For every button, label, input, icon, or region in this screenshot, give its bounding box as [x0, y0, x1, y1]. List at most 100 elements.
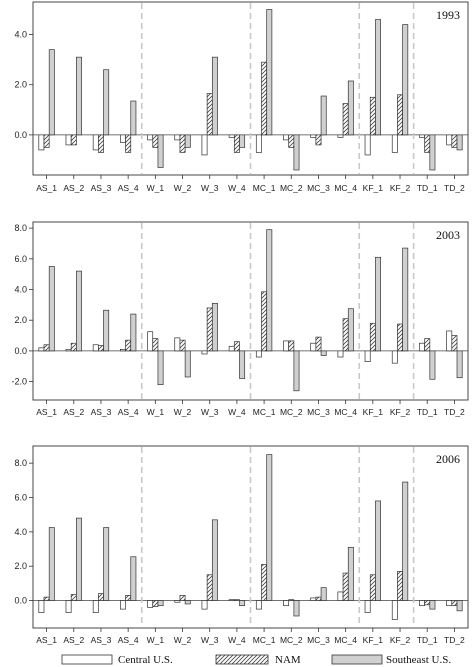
bar-southeast-mc_2: [293, 134, 300, 171]
bar-central-kf_1: [364, 350, 371, 362]
x-tick-label: KF_1: [363, 635, 384, 645]
x-tick-label: W_4: [228, 183, 246, 193]
bar-central-as_3: [92, 344, 99, 352]
x-tick-label: MC_2: [280, 183, 303, 193]
bar-southeast-kf_1: [375, 500, 381, 601]
bar-nam-td_1: [424, 134, 431, 153]
bar-southeast-td_1: [429, 600, 436, 610]
bar-central-mc_4: [337, 591, 344, 601]
chart-panel-2006: 2006 0.0 2.0 4.0 6.0 8.0 AS_1 AS_2 AS_3 AS_4 W_1 W_…: [14, 445, 469, 645]
bar-nam-td_2: [451, 134, 458, 148]
y-tick-label: 6.0: [14, 493, 27, 503]
bar-southeast-as_3: [103, 527, 110, 601]
plot-frame: [32, 445, 469, 629]
bar-nam-mc_4: [342, 318, 349, 352]
bar-nam-mc_3: [315, 336, 322, 352]
bar-central-td_2: [446, 330, 453, 352]
bar-nam-as_4: [125, 339, 132, 352]
x-tick-label: TD_1: [417, 635, 438, 645]
bar-nam-td_2: [451, 335, 458, 352]
bar-nam-as_4: [125, 595, 132, 601]
bar-central-as_3: [92, 134, 99, 151]
bar-southeast-w_3: [211, 56, 218, 136]
bar-central-mc_2: [283, 340, 290, 352]
bar-central-w_2: [174, 600, 181, 603]
bar-southeast-mc_1: [266, 229, 273, 352]
x-tick-label: W_4: [228, 635, 246, 645]
bar-southeast-td_2: [456, 350, 463, 379]
bar-southeast-as_2: [76, 270, 82, 352]
bar-nam-td_2: [451, 600, 458, 607]
bar-central-td_1: [419, 600, 425, 607]
bar-nam-w_2: [179, 595, 186, 601]
bar-central-as_1: [38, 600, 45, 613]
bar-central-td_1: [419, 134, 425, 138]
bar-nam-td_1: [424, 600, 431, 606]
bar-southeast-mc_3: [320, 95, 327, 136]
bar-nam-kf_1: [369, 574, 376, 601]
bar-central-as_1: [38, 134, 45, 151]
bar-nam-w_1: [152, 338, 159, 352]
bar-central-as_3: [92, 600, 99, 613]
bar-nam-as_2: [70, 342, 77, 352]
bar-central-w_3: [201, 134, 208, 156]
bar-central-as_2: [65, 600, 72, 613]
bar-nam-w_4: [233, 599, 240, 601]
bar-southeast-as_1: [48, 49, 55, 136]
panel-year-label: 1993: [436, 8, 460, 22]
bar-southeast-mc_3: [320, 350, 327, 356]
legend-swatch-nam: [215, 654, 269, 665]
x-tick-label: AS_2: [63, 407, 84, 417]
bar-southeast-mc_3: [320, 587, 327, 601]
bar-nam-as_3: [98, 345, 104, 352]
plot-frame: [32, 1, 469, 176]
bar-nam-mc_3: [315, 134, 322, 146]
x-tick-label: MC_2: [280, 407, 303, 417]
y-tick-label: 0.0: [14, 596, 27, 606]
legend-label-nam: NAM: [275, 654, 301, 666]
chart-panels: 1993 0.0 2.0 4.0 AS_1 AS_2 AS_3 AS_4 W_1 W_2 W_3 W_…: [11, 1, 469, 645]
bar-nam-w_1: [152, 134, 159, 148]
bar-southeast-w_2: [184, 600, 191, 605]
bar-nam-mc_2: [288, 134, 295, 148]
bar-central-as_1: [38, 347, 45, 352]
bar-nam-w_4: [233, 134, 240, 153]
bar-central-mc_4: [337, 134, 344, 138]
bar-nam-w_1: [152, 600, 159, 607]
bar-southeast-kf_1: [375, 256, 381, 352]
bar-nam-mc_1: [261, 291, 268, 352]
bar-central-w_4: [228, 345, 235, 352]
bar-central-w_2: [174, 337, 181, 352]
bar-nam-as_4: [125, 134, 132, 153]
bar-southeast-as_4: [130, 100, 137, 136]
bar-southeast-td_1: [429, 350, 436, 380]
x-tick-label: AS_2: [63, 635, 84, 645]
bar-central-kf_2: [391, 350, 398, 364]
bar-central-as_2: [65, 134, 72, 146]
bar-nam-w_3: [206, 307, 213, 352]
bar-southeast-as_1: [48, 527, 55, 601]
bar-southeast-w_3: [211, 519, 218, 601]
bar-southeast-mc_1: [266, 454, 273, 601]
y-tick-label: 0.0: [14, 130, 27, 140]
bar-southeast-as_2: [76, 56, 82, 136]
x-tick-label: MC_1: [253, 635, 276, 645]
bar-southeast-mc_1: [266, 9, 273, 136]
legend: Central U.S. NAM Southeast U.S.: [61, 654, 451, 666]
x-tick-label: MC_4: [334, 635, 357, 645]
bar-nam-kf_1: [369, 96, 376, 136]
x-tick-label: AS_3: [91, 183, 112, 193]
bar-southeast-td_2: [456, 600, 463, 612]
bar-nam-w_2: [179, 339, 186, 352]
x-tick-label: MC_3: [307, 183, 330, 193]
bar-southeast-as_1: [48, 266, 55, 352]
legend-swatch-central: [61, 654, 113, 665]
bar-central-td_1: [419, 342, 425, 352]
bar-central-w_1: [147, 331, 154, 352]
x-tick-label: W_3: [201, 183, 219, 193]
y-tick-label: 2.0: [14, 561, 27, 571]
bar-central-mc_2: [283, 600, 290, 607]
chart-panel-2003: 2003 -2.0 0.0 2.0 4.0 6.0 8.0 AS_1 AS_2 AS_3 AS_4 W…: [11, 221, 469, 417]
x-tick-label: KF_2: [390, 407, 411, 417]
bar-nam-mc_1: [261, 61, 268, 136]
